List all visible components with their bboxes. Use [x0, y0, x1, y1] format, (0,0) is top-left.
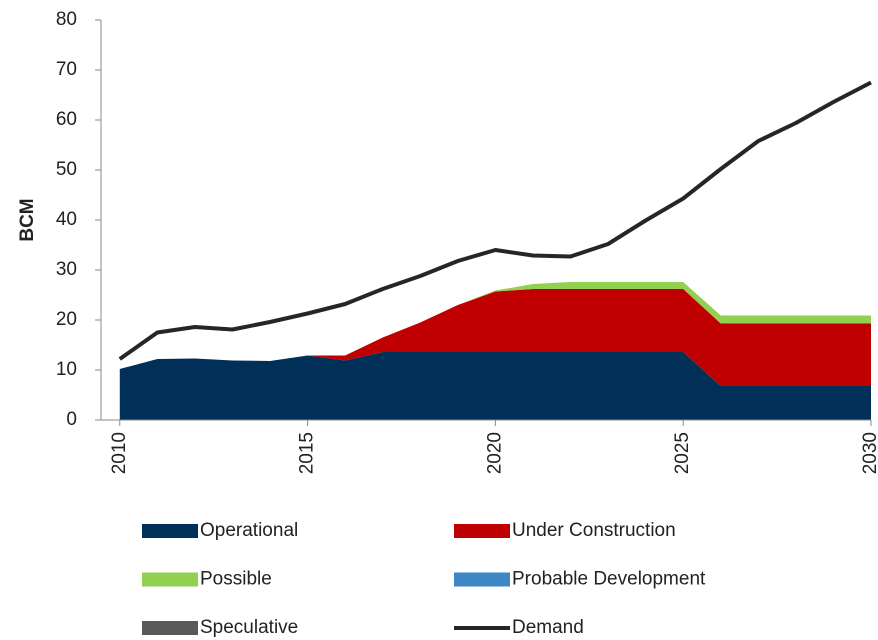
x-tick-label: 2030	[860, 432, 878, 474]
legend-swatch	[454, 572, 510, 587]
y-axis-label: BCM	[17, 198, 38, 241]
y-tick-label: 50	[56, 159, 77, 180]
legend-label: Demand	[512, 617, 584, 638]
y-tick-label: 0	[66, 409, 77, 430]
legend-label: Operational	[200, 520, 298, 541]
x-tick-label: 2015	[297, 432, 318, 474]
y-tick-label: 10	[56, 359, 77, 380]
x-tick-label: 2010	[109, 432, 130, 474]
legend-label: Speculative	[200, 617, 298, 638]
area	[119, 289, 871, 386]
legend-label: Under Construction	[512, 520, 676, 541]
y-tick-label: 20	[56, 309, 77, 330]
demand-line	[118, 80, 872, 361]
y-tick-label: 70	[56, 59, 77, 80]
legend-label: Probable Development	[512, 569, 706, 590]
y-tick-label: 30	[56, 259, 77, 280]
y-tick-label: 60	[56, 109, 77, 130]
y-tick-label: 40	[56, 209, 77, 230]
legend-swatch	[142, 572, 198, 587]
legend-label: Possible	[200, 569, 272, 590]
legend-swatch	[454, 524, 510, 538]
legend-swatch	[142, 524, 198, 538]
area	[119, 352, 871, 420]
x-tick-label: 2025	[672, 432, 693, 474]
y-tick-label: 80	[56, 9, 77, 30]
legend-swatch	[142, 621, 198, 635]
x-tick-label: 2020	[484, 432, 505, 474]
